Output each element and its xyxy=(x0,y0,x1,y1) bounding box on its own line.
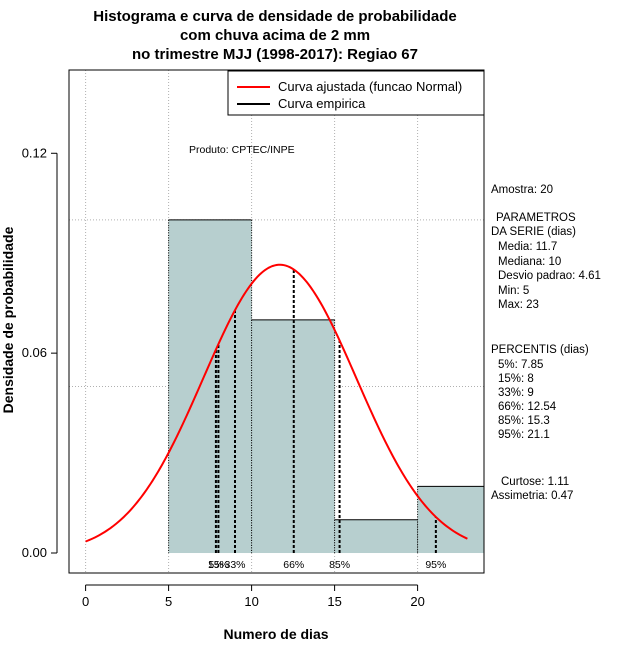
x-tick-label-3: 15 xyxy=(327,594,341,609)
stat-curtose: Curtose: 1.11 xyxy=(501,476,569,488)
y-axis-title: Densidade de probabilidade xyxy=(0,226,16,413)
stat-p5: 5%: 7.85 xyxy=(498,359,543,371)
axes: 0 5 10 15 20 0.00 0.06 0.12 xyxy=(22,145,425,609)
normal-curve-layer xyxy=(85,263,468,543)
stat-amostra: Amostra: 20 xyxy=(491,184,553,196)
stat-p33: 33%: 9 xyxy=(498,387,534,399)
stat-desvio: Desvio padrao: 4.61 xyxy=(498,270,601,282)
histogram-bar-2 xyxy=(334,519,418,554)
legend: Curva ajustada (funcao Normal) Curva emp… xyxy=(227,70,485,116)
stat-media: Media: 11.7 xyxy=(498,241,557,253)
x-tick-label-1: 5 xyxy=(165,594,172,609)
product-annotation: Produto: CPTEC/INPE xyxy=(189,144,295,156)
stat-p85: 85%: 15.3 xyxy=(498,415,550,427)
plot-frame xyxy=(68,69,485,574)
percentile-lines: 5%15%33% 66% 85% 95% xyxy=(208,269,446,571)
stat-p15: 15%: 8 xyxy=(498,373,534,385)
histogram-bars xyxy=(168,219,484,554)
legend-label-fitted: Curva ajustada (funcao Normal) xyxy=(278,79,462,94)
normal-fit-curve xyxy=(85,263,468,543)
chart-title-line-3: no trimestre MJJ (1998-2017): Regiao 67 xyxy=(132,46,418,63)
x-tick-label-0: 0 xyxy=(82,594,89,609)
histogram-bar-0 xyxy=(168,219,252,554)
stat-min: Min: 5 xyxy=(498,285,529,297)
stat-max: Max: 23 xyxy=(498,299,539,311)
chart-title-line-2: com chuva acima de 2 mm xyxy=(180,27,370,44)
legend-box xyxy=(227,70,485,116)
y-tick-label-2: 0.12 xyxy=(22,145,47,160)
stat-perc-title: PERCENTIS (dias) xyxy=(491,344,589,356)
stat-assimetria: Assimetria: 0.47 xyxy=(491,490,573,502)
percentile-label-85pct: 85% xyxy=(329,559,350,571)
percentile-label-66pct: 66% xyxy=(283,559,304,571)
stat-p66: 66%: 12.54 xyxy=(498,401,557,413)
y-tick-label-1: 0.06 xyxy=(22,345,47,360)
stat-param-title-1: PARAMETROS xyxy=(496,212,576,224)
percentile-label-15pct: 15% xyxy=(208,559,229,571)
stat-param-title-2: DA SERIE (dias) xyxy=(491,226,576,238)
stats-panel: Amostra: 20 PARAMETROS DA SERIE (dias) M… xyxy=(491,184,601,502)
percentile-label-95pct: 95% xyxy=(425,559,446,571)
y-tick-label-0: 0.00 xyxy=(22,545,47,560)
percentile-label-5pct: 5% xyxy=(208,559,223,571)
chart-title-line-1: Histograma e curva de densidade de proba… xyxy=(93,8,456,25)
x-tick-label-4: 20 xyxy=(410,594,424,609)
x-axis-title: Numero de dias xyxy=(223,626,328,642)
x-tick-label-2: 10 xyxy=(244,594,258,609)
legend-label-empirical: Curva empirica xyxy=(278,96,366,111)
stat-p95: 95%: 21.1 xyxy=(498,429,550,441)
histogram-bar-3 xyxy=(417,486,484,554)
percentile-label-33pct: 33% xyxy=(224,559,245,571)
stat-mediana: Mediana: 10 xyxy=(498,256,561,268)
